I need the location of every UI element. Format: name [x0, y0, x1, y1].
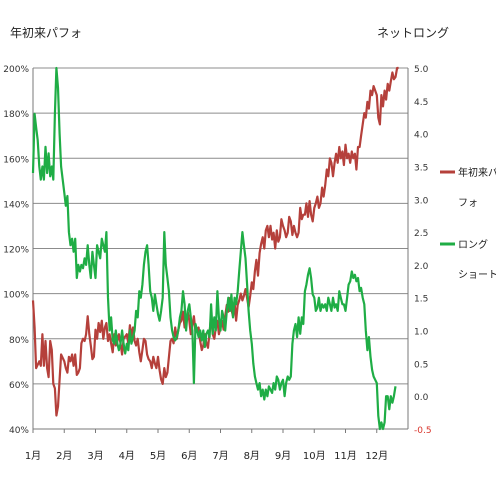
right-tick-label: 2.5 — [414, 229, 428, 239]
legend-label: ロング — [458, 238, 488, 251]
left-axis-title: 年初来パフォ — [10, 26, 82, 40]
right-tick-label: -0.5 — [414, 426, 432, 436]
right-tick-label: 4.5 — [414, 98, 428, 108]
right-tick-label: 3.5 — [414, 163, 428, 173]
left-tick-label: 140% — [3, 200, 29, 210]
x-tick-label: 7月 — [212, 450, 228, 462]
x-tick-label: 10月 — [303, 450, 326, 462]
right-axis-title: ネットロング — [377, 26, 449, 40]
x-tick-label: 6月 — [181, 450, 197, 462]
tick-labels: 200% 180% 160% 140% 120% 100% 80% 60% 40% 5.0 4.5 4… — [3, 65, 431, 462]
legend-label: 年初来パ — [458, 166, 496, 179]
x-tick-label: 4月 — [119, 450, 135, 462]
right-tick-label: 2.0 — [414, 262, 429, 272]
right-tick-label: 1.5 — [414, 295, 428, 305]
right-tick-label: 0.0 — [414, 393, 429, 403]
x-tick-label: 8月 — [244, 450, 260, 462]
right-tick-label: 1.0 — [414, 328, 429, 338]
right-tick-label: 5.0 — [414, 65, 429, 75]
legend-label: フォ — [458, 198, 478, 209]
series-line — [31, 66, 397, 431]
left-tick-label: 120% — [3, 246, 29, 256]
left-tick-label: 160% — [3, 155, 29, 165]
right-tick-label: 0.5 — [414, 360, 428, 370]
x-tick-label: 1月 — [25, 450, 41, 462]
x-tick-label: 2月 — [56, 450, 72, 462]
x-tick-label: 9月 — [275, 450, 291, 462]
right-tick-label: 4.0 — [414, 131, 429, 141]
x-tick-label: 12月 — [365, 450, 388, 462]
x-tick-label: 11月 — [334, 450, 357, 462]
series-lines — [31, 66, 399, 431]
x-tick-label: 3月 — [87, 450, 103, 462]
legend: 年初来パフォロングショート比 — [440, 166, 496, 281]
left-tick-label: 180% — [3, 110, 29, 120]
left-tick-label: 60% — [9, 381, 29, 391]
x-tick-label: 5月 — [150, 450, 166, 462]
legend-label: ショート比 — [458, 269, 496, 281]
left-tick-label: 100% — [3, 291, 29, 301]
left-tick-label: 200% — [3, 65, 29, 75]
axes — [32, 68, 409, 433]
right-tick-label: 3.0 — [414, 196, 429, 206]
left-tick-label: 80% — [9, 336, 29, 346]
left-tick-label: 40% — [9, 426, 29, 436]
